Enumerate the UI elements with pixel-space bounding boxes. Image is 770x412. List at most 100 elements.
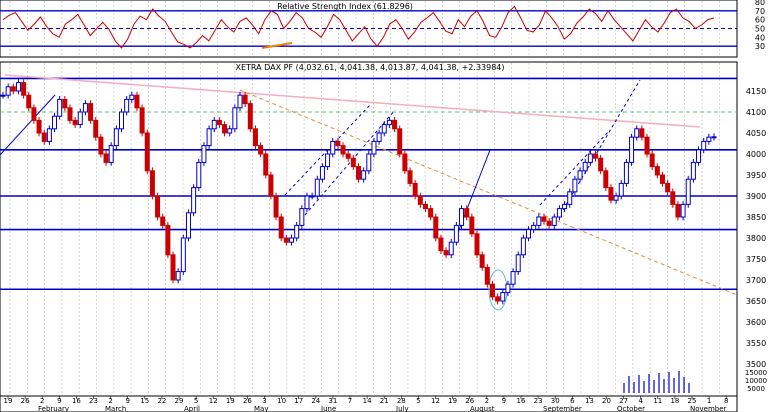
price-bar-body bbox=[356, 166, 361, 180]
price-bar-body bbox=[556, 208, 562, 218]
month-labels: February March April May June July August Septe… bbox=[38, 405, 727, 412]
price-bar-body bbox=[247, 103, 253, 130]
price-bar-body bbox=[345, 153, 351, 159]
channel-line bbox=[559, 79, 641, 216]
month-label: April bbox=[184, 405, 200, 412]
price-bar-body bbox=[252, 128, 258, 147]
price-bar-body bbox=[484, 266, 490, 285]
month-label: November bbox=[690, 405, 727, 412]
month-label: July bbox=[395, 405, 409, 412]
price-bar-body bbox=[82, 103, 88, 113]
price-bar-body bbox=[206, 128, 212, 147]
price-bar-body bbox=[52, 115, 58, 130]
price-bar-body bbox=[46, 128, 52, 142]
x-tick-label: 8 bbox=[724, 397, 728, 405]
price-bar-body bbox=[623, 161, 629, 184]
price-bar-body bbox=[113, 128, 119, 147]
price-bar-body bbox=[598, 157, 604, 172]
price-y-tick: 3850 bbox=[746, 213, 766, 222]
x-tick-label: 26 bbox=[465, 397, 474, 405]
price-bar-body bbox=[634, 128, 640, 138]
x-tick-label: 12 bbox=[431, 397, 440, 405]
price-bar-body bbox=[629, 136, 635, 163]
price-bar-body bbox=[526, 229, 532, 239]
rsi-y-tick: 30 bbox=[755, 42, 765, 51]
price-bar-body bbox=[304, 195, 310, 210]
price-title: XETRA DAX PF (4,032.61, 4,041.38, 4,013.… bbox=[235, 63, 504, 72]
x-tick-label: 22 bbox=[157, 397, 166, 405]
price-bar-body bbox=[706, 136, 712, 142]
price-bar-body bbox=[417, 195, 423, 205]
price-bar-body bbox=[618, 182, 624, 197]
month-label: June bbox=[320, 405, 336, 412]
price-y-tick: 3900 bbox=[746, 192, 766, 201]
rsi-title: Relative Strength Index (61.8296) bbox=[277, 2, 413, 11]
price-bar-body bbox=[515, 254, 521, 273]
price-bar-body bbox=[412, 182, 418, 197]
price-bar-body bbox=[407, 170, 413, 184]
price-bar-body bbox=[701, 140, 707, 151]
x-tick-label: 9 bbox=[125, 397, 129, 405]
price-bar-body bbox=[495, 296, 501, 302]
price-bar-body bbox=[222, 124, 228, 134]
price-bar-body bbox=[88, 103, 94, 121]
price-bar-body bbox=[696, 149, 702, 163]
price-bar-body bbox=[670, 191, 676, 205]
price-bar-body bbox=[31, 107, 37, 121]
price-bar-body bbox=[551, 216, 557, 226]
x-tick-label: 21 bbox=[380, 397, 389, 405]
price-bar-body bbox=[289, 237, 295, 243]
price-bar-body bbox=[93, 119, 99, 138]
price-bar-body bbox=[170, 254, 176, 281]
pink-trendline bbox=[4, 74, 701, 128]
x-tick-label: 10 bbox=[277, 397, 286, 405]
price-bar-body bbox=[5, 86, 11, 96]
price-bar-body bbox=[263, 153, 269, 176]
trend-lines bbox=[0, 74, 738, 311]
price-bar-body bbox=[392, 119, 398, 130]
price-bar-body bbox=[690, 161, 696, 180]
price-bar-body bbox=[443, 250, 449, 256]
price-bar-body bbox=[680, 203, 686, 218]
price-bar-body bbox=[587, 153, 593, 163]
price-bar-body bbox=[536, 216, 542, 226]
price-bar-body bbox=[273, 195, 279, 218]
price-bar-body bbox=[459, 208, 465, 226]
price-bar-body bbox=[196, 161, 202, 189]
price-y-tick: 3550 bbox=[746, 339, 766, 348]
rsi-y-tick: 70 bbox=[755, 7, 765, 16]
price-panel: XETRA DAX PF (4,032.61, 4,041.38, 4,013.… bbox=[0, 61, 767, 397]
rsi-panel: Relative Strength Index (61.8296) 304050… bbox=[0, 0, 765, 58]
x-tick-label: 9 bbox=[57, 397, 61, 405]
x-tick-label: 20 bbox=[602, 397, 611, 405]
x-tick-label: 25 bbox=[688, 397, 697, 405]
price-bar-body bbox=[386, 119, 392, 126]
month-label: March bbox=[105, 405, 126, 412]
x-tick-label: 27 bbox=[619, 397, 628, 405]
rsi-y-tick: 40 bbox=[755, 33, 765, 42]
price-y-tick: 3700 bbox=[746, 276, 766, 285]
price-bar-body bbox=[67, 107, 73, 121]
x-tick-label: 5 bbox=[416, 397, 420, 405]
price-y-tick: 4150 bbox=[746, 87, 766, 96]
price-bar-body bbox=[335, 140, 341, 147]
rsi-line bbox=[2, 5, 715, 49]
price-bar-body bbox=[149, 170, 155, 197]
price-bar-body bbox=[314, 178, 320, 197]
price-bar-body bbox=[520, 237, 526, 256]
price-bar-body bbox=[283, 237, 289, 243]
x-tick-label: 26 bbox=[21, 397, 30, 405]
x-tick-label: 15 bbox=[140, 397, 149, 405]
price-bar-body bbox=[330, 140, 336, 155]
price-bar-body bbox=[659, 174, 665, 184]
x-tick-label: 14 bbox=[363, 397, 372, 405]
price-bar-body bbox=[108, 145, 114, 163]
x-tick-label: 29 bbox=[175, 397, 184, 405]
price-bar-body bbox=[531, 224, 537, 231]
x-tick-label: 9 bbox=[502, 397, 506, 405]
month-label: August bbox=[470, 405, 495, 412]
price-bar-body bbox=[175, 271, 181, 281]
price-bar-body bbox=[98, 136, 104, 155]
volume-scale-label: 5000 bbox=[747, 385, 765, 393]
